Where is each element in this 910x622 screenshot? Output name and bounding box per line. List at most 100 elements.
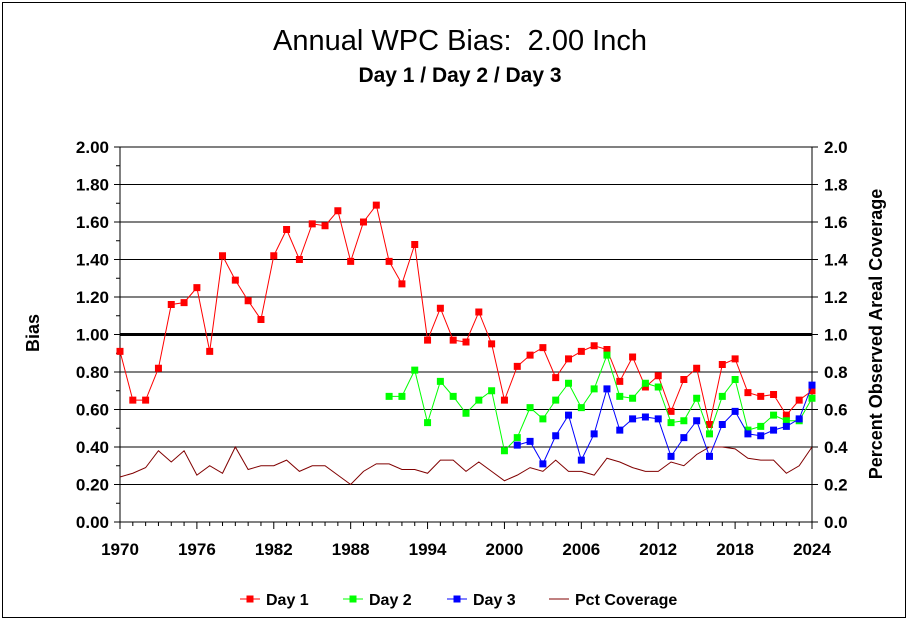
series-line-day-1 — [119, 203, 813, 425]
data-point-day-1 — [616, 377, 624, 385]
data-point-day-1 — [654, 372, 662, 380]
x-tick-label: 2018 — [716, 540, 754, 559]
y2-tick-label: 1.2 — [824, 288, 848, 307]
data-point-day-1 — [770, 391, 778, 398]
data-point-day-3 — [654, 415, 662, 423]
x-tick-label: 1982 — [255, 540, 293, 559]
data-point-day-1 — [347, 257, 355, 265]
data-point-day-1 — [526, 351, 534, 359]
data-point-day-1 — [206, 347, 214, 355]
data-point-day-2 — [436, 377, 444, 385]
series-day-2 — [385, 351, 816, 455]
data-point-day-1 — [154, 364, 162, 372]
data-point-day-2 — [424, 419, 432, 427]
x-tick-label: 1970 — [101, 540, 139, 559]
data-point-day-1 — [308, 220, 316, 228]
data-point-day-3 — [641, 413, 649, 421]
y-tick-label: 0.00 — [76, 513, 109, 532]
y-tick-label: 1.60 — [76, 213, 109, 232]
y-tick-label: 0.80 — [76, 363, 109, 382]
y-tick-label: 1.00 — [76, 326, 109, 345]
data-point-day-3 — [718, 421, 726, 428]
y-tick-label: 1.80 — [76, 176, 109, 195]
data-point-day-3 — [705, 452, 713, 460]
y2-tick-label: 2.0 — [824, 138, 848, 157]
legend-marker-day-3 — [453, 595, 461, 603]
data-point-day-2 — [552, 396, 560, 404]
data-point-day-1 — [641, 383, 649, 391]
series-pct-coverage — [119, 445, 813, 486]
legend-marker-day-1 — [246, 595, 254, 603]
series-day-1 — [116, 201, 816, 428]
data-point-day-1 — [808, 387, 816, 395]
y-tick-label: 1.40 — [76, 251, 109, 270]
data-point-day-2 — [385, 392, 393, 400]
data-point-day-2 — [398, 392, 406, 400]
data-point-day-3 — [565, 411, 573, 419]
data-point-day-1 — [603, 346, 611, 353]
y2-tick-label: 0.4 — [824, 438, 848, 457]
y2-tick-label: 1.0 — [824, 326, 848, 345]
data-point-day-1 — [231, 276, 239, 284]
legend-marker-day-2 — [349, 595, 357, 603]
data-point-day-1 — [270, 252, 278, 260]
x-tick-label: 1994 — [409, 540, 447, 559]
y2-tick-label: 1.8 — [824, 176, 848, 195]
data-point-day-1 — [539, 344, 547, 352]
data-point-day-3 — [757, 432, 765, 440]
data-point-day-2 — [577, 404, 585, 412]
data-point-day-3 — [667, 452, 675, 460]
data-point-day-1 — [693, 364, 701, 372]
data-point-day-2 — [770, 411, 778, 419]
data-point-day-1 — [782, 411, 790, 419]
data-point-day-3 — [770, 426, 778, 434]
data-point-day-2 — [500, 447, 508, 455]
data-point-day-3 — [526, 437, 534, 445]
data-point-day-3 — [539, 460, 547, 468]
data-point-day-2 — [411, 366, 419, 374]
y2-tick-label: 0.6 — [824, 401, 848, 420]
data-point-day-2 — [782, 417, 790, 425]
data-point-day-3 — [731, 407, 739, 415]
y-tick-label: 2.00 — [76, 138, 109, 157]
data-point-day-1 — [193, 284, 201, 292]
data-point-day-2 — [526, 404, 534, 412]
data-point-day-2 — [616, 392, 624, 400]
data-point-day-3 — [603, 385, 611, 393]
data-point-day-1 — [411, 241, 419, 248]
data-point-day-1 — [219, 252, 227, 260]
y2-tick-label: 0.8 — [824, 363, 848, 382]
data-point-day-1 — [334, 207, 342, 215]
data-point-day-2 — [449, 392, 457, 400]
data-point-day-1 — [718, 361, 726, 368]
x-tick-label: 1976 — [178, 540, 216, 559]
data-point-day-1 — [129, 396, 137, 404]
data-point-day-2 — [808, 394, 816, 402]
chart-title: Annual WPC Bias: 2.00 Inch — [273, 25, 647, 57]
data-point-day-2 — [667, 419, 675, 427]
data-point-day-3 — [744, 430, 752, 438]
series-line-pct-coverage — [119, 445, 813, 486]
data-point-day-2 — [629, 394, 637, 402]
data-point-day-3 — [693, 417, 701, 425]
data-point-day-1 — [398, 280, 406, 288]
data-point-day-3 — [513, 441, 521, 449]
data-point-day-2 — [693, 394, 701, 402]
x-tick-label: 2000 — [486, 540, 524, 559]
data-point-day-1 — [462, 338, 470, 346]
data-point-day-1 — [321, 222, 329, 230]
data-point-day-3 — [680, 434, 688, 442]
data-point-day-3 — [795, 415, 803, 423]
data-point-day-1 — [565, 355, 573, 363]
y2-tick-label: 1.4 — [824, 251, 848, 270]
y2-tick-label: 0.2 — [824, 476, 848, 495]
data-point-day-1 — [680, 376, 688, 383]
y-tick-label: 1.20 — [76, 288, 109, 307]
y-tick-label: 0.20 — [76, 476, 109, 495]
data-point-day-1 — [436, 304, 444, 312]
series-line-day-2 — [389, 353, 813, 452]
data-point-day-2 — [475, 396, 483, 404]
data-point-day-3 — [782, 422, 790, 430]
data-point-day-1 — [424, 336, 432, 344]
